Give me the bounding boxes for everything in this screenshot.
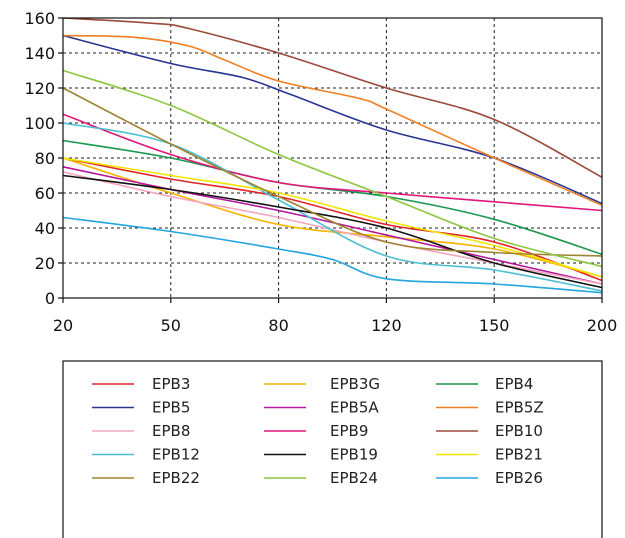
x-tick-label: 200: [587, 316, 618, 335]
series-line-epb24: [62, 69, 603, 268]
x-tick-label: 120: [371, 316, 402, 335]
y-tick-label: 120: [24, 79, 55, 98]
legend-label-epb9: EPB9: [330, 422, 368, 440]
y-tick-label: 40: [35, 219, 55, 238]
legend-label-epb21: EPB21: [495, 446, 543, 464]
y-tick-label: 60: [35, 184, 55, 203]
series-line-epb10: [62, 17, 603, 179]
legend-label-epb3g: EPB3G: [330, 375, 380, 393]
legend-label-epb5z: EPB5Z: [495, 399, 544, 417]
y-axis-ticks: 0 20 40 60 80 100 120 140 160: [24, 9, 63, 308]
legend-label-epb4: EPB4: [495, 375, 533, 393]
x-tick-label: 80: [268, 316, 288, 335]
series-line-epb21: [62, 157, 603, 278]
y-tick-label: 160: [24, 9, 55, 28]
series-line-epb3: [62, 157, 603, 282]
y-tick-label: 100: [24, 114, 55, 133]
series-line-epb5z: [62, 34, 603, 207]
legend-label-epb3: EPB3: [152, 375, 190, 393]
series-line-epb9: [62, 113, 603, 212]
y-tick-label: 80: [35, 149, 55, 168]
series-line-epb26: [62, 216, 603, 294]
series-line-epb5: [62, 34, 603, 205]
legend-box: [62, 360, 603, 538]
legend-label-epb8: EPB8: [152, 422, 190, 440]
legend-label-epb24: EPB24: [330, 469, 378, 487]
grid-lines: [63, 18, 602, 298]
series-line-epb19: [62, 174, 603, 289]
legend-label-epb10: EPB10: [495, 422, 543, 440]
series-lines: [62, 17, 603, 294]
series-line-epb12: [62, 122, 603, 292]
series-line-epb3g: [62, 157, 603, 278]
series-line-epb22: [62, 87, 603, 257]
legend-label-epb5a: EPB5A: [330, 399, 379, 417]
legend-label-epb12: EPB12: [152, 446, 200, 464]
legend-label-epb5: EPB5: [152, 399, 190, 417]
y-tick-label: 20: [35, 254, 55, 273]
legend-label-epb26: EPB26: [495, 469, 543, 487]
legend-label-epb22: EPB22: [152, 469, 200, 487]
legend-label-epb19: EPB19: [330, 446, 378, 464]
x-tick-label: 50: [161, 316, 181, 335]
y-tick-label: 0: [45, 289, 55, 308]
y-tick-label: 140: [24, 44, 55, 63]
legend: EPB3 EPB3G EPB4 EPB5 EPB5A EPB5Z EPB8 EPB9 EPB10…: [92, 375, 544, 487]
x-axis-ticks: 20 50 80 120 150 200: [53, 298, 617, 335]
x-tick-label: 20: [53, 316, 73, 335]
series-line-epb5a: [62, 166, 603, 285]
x-tick-label: 150: [479, 316, 510, 335]
